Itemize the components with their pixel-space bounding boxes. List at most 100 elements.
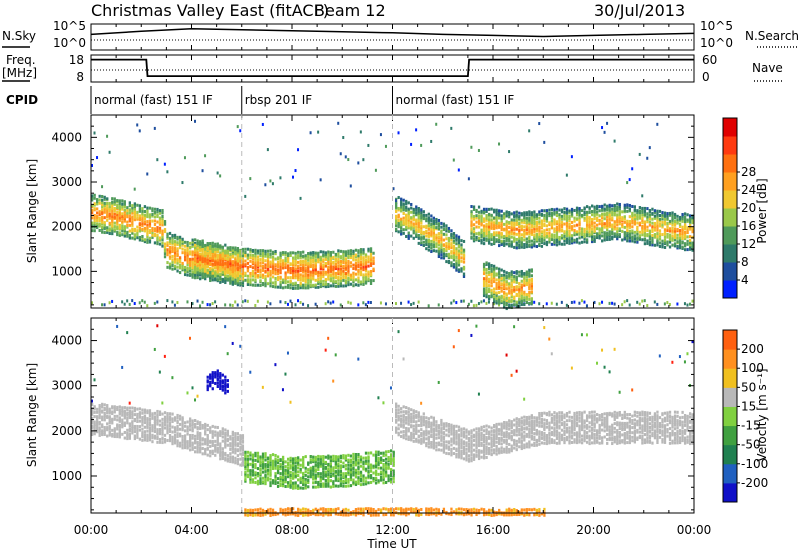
- power-cell: [570, 237, 574, 241]
- power-cell: [523, 292, 526, 296]
- power-cell: [420, 236, 423, 240]
- velocity-cell: [194, 422, 197, 426]
- power-cell: [317, 270, 320, 274]
- power-cell: [520, 285, 523, 289]
- power-cell: [211, 267, 214, 271]
- power-cell: [518, 217, 521, 221]
- velocity-cell: [214, 439, 217, 443]
- velocity-cell: [317, 482, 320, 486]
- power-cell: [500, 226, 503, 230]
- velocity-cell: [168, 412, 172, 416]
- velocity-cell: [246, 475, 250, 479]
- velocity-cell: [256, 471, 260, 475]
- power-cell: [186, 266, 189, 270]
- power-cell: [284, 274, 287, 278]
- power-cell: [344, 281, 348, 285]
- velocity-cell: [219, 450, 222, 454]
- velocity-cell: [314, 473, 317, 477]
- power-cell: [668, 233, 672, 237]
- power-cell: [309, 131, 312, 135]
- velocity-cell: [254, 476, 257, 480]
- power-cell: [171, 241, 174, 245]
- velocity-cell: [141, 423, 144, 427]
- power-cell: [661, 225, 664, 229]
- power-cell: [656, 236, 659, 240]
- power-cell: [500, 299, 503, 303]
- velocity-cell: [249, 451, 252, 455]
- velocity-cell: [148, 436, 152, 440]
- power-cell: [324, 278, 327, 282]
- power-cell: [266, 259, 270, 263]
- velocity-cell: [304, 477, 307, 481]
- power-cell: [279, 271, 282, 275]
- velocity-cell: [254, 513, 257, 517]
- power-cell: [161, 208, 164, 212]
- velocity-cell: [156, 409, 159, 413]
- power-cell: [636, 229, 639, 233]
- power-cell: [558, 213, 561, 217]
- power-cell: [510, 293, 513, 297]
- power-cell: [407, 231, 410, 235]
- power-cell: [508, 220, 511, 224]
- power-cell: [138, 129, 141, 133]
- power-cell: [520, 288, 523, 292]
- power-cell: [676, 246, 679, 250]
- power-cell: [101, 220, 104, 224]
- velocity-cell: [128, 401, 131, 405]
- velocity-cell: [151, 426, 154, 430]
- velocity-cell: [126, 418, 129, 422]
- power-cell: [91, 224, 94, 228]
- power-cell: [294, 169, 297, 173]
- power-cell: [405, 215, 408, 219]
- power-cell: [570, 212, 574, 216]
- power-cell: [276, 262, 280, 266]
- power-cell: [224, 271, 227, 275]
- power-cell: [498, 267, 501, 271]
- power-cell: [603, 222, 606, 226]
- power-cell: [199, 240, 202, 244]
- power-cell: [495, 226, 498, 230]
- velocity-cell: [289, 458, 292, 462]
- velocity-cell: [128, 414, 131, 418]
- power-cell: [583, 232, 586, 236]
- power-cell: [214, 274, 217, 278]
- power-cell: [643, 224, 647, 228]
- velocity-cell: [108, 409, 111, 413]
- power-cell: [518, 243, 521, 247]
- power-cell: [485, 295, 488, 299]
- power-cell: [344, 273, 348, 277]
- power-cell: [204, 257, 207, 261]
- power-cell: [241, 254, 245, 258]
- power-cell: [194, 259, 197, 263]
- power-cell: [528, 285, 531, 289]
- power-cell: [362, 268, 365, 272]
- velocity-cell: [304, 470, 307, 474]
- power-cell: [493, 208, 496, 212]
- power-cell: [603, 207, 606, 211]
- power-cell: [510, 280, 513, 284]
- power-cell: [143, 220, 147, 224]
- power-cell: [510, 226, 513, 230]
- velocity-cell: [106, 406, 109, 410]
- power-cell: [234, 258, 237, 262]
- power-cell: [234, 250, 237, 254]
- velocity-cell: [106, 404, 109, 408]
- power-cell: [515, 221, 518, 225]
- power-cell: [327, 255, 330, 259]
- power-cell: [513, 280, 516, 284]
- power-cell: [673, 221, 677, 225]
- velocity-cell: [264, 477, 267, 481]
- power-cell: [515, 213, 518, 217]
- power-cell: [163, 162, 166, 166]
- velocity-cell: [274, 463, 277, 467]
- power-cell: [166, 265, 169, 269]
- power-cell: [626, 239, 629, 243]
- power-cell: [487, 262, 491, 266]
- velocity-cell: [249, 469, 252, 473]
- power-cell: [673, 212, 677, 216]
- power-cell: [131, 222, 134, 226]
- power-cell: [234, 262, 237, 266]
- power-cell: [364, 253, 368, 257]
- power-cell: [191, 250, 194, 254]
- power-cell: [568, 214, 571, 218]
